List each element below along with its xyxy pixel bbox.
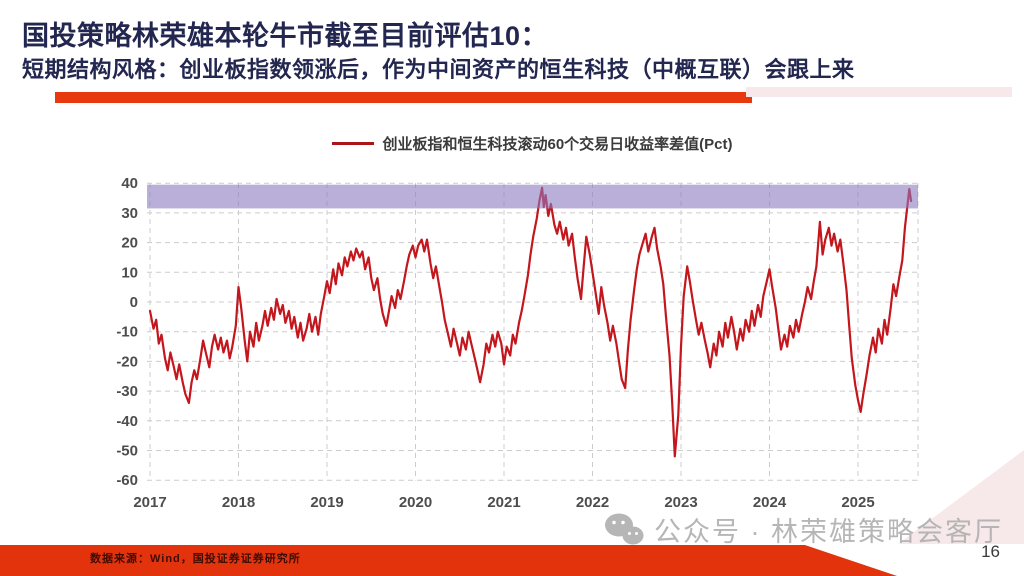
- x-tick-label: 2020: [399, 494, 432, 511]
- x-tick-label: 2017: [133, 494, 166, 511]
- y-tick-label: -20: [116, 353, 138, 370]
- series-line: [148, 186, 913, 458]
- data-source-note: 数据来源：Wind，国投证券证券研究所: [90, 553, 301, 565]
- watermark: 公众号 · 林荣雄策略会客厅: [604, 510, 1003, 549]
- y-tick-label: -60: [116, 472, 138, 489]
- y-tick-label: 30: [121, 205, 138, 222]
- page-title: 国投策略林荣雄本轮牛市截至目前评估10：: [22, 21, 549, 51]
- y-tick-label: 40: [121, 175, 138, 192]
- y-tick-label: 0: [130, 294, 138, 311]
- title-underline-bar: [55, 92, 752, 103]
- y-tick-label: 20: [121, 235, 138, 252]
- x-tick-label: 2018: [222, 494, 255, 511]
- y-tick-label: -30: [116, 383, 138, 400]
- y-tick-label: 10: [121, 264, 138, 281]
- x-tick-label: 2025: [841, 494, 874, 511]
- y-tick-label: -10: [116, 324, 138, 341]
- x-tick-label: 2022: [576, 494, 609, 511]
- watermark-text: 公众号 · 林荣雄策略会客厅: [654, 517, 1003, 547]
- footer-red-band: [0, 545, 898, 576]
- page-subtitle: 短期结构风格：创业板指数领涨后，作为中间资产的恒生科技（中概互联）会跟上来: [22, 57, 855, 82]
- decor-pink-stripe: [746, 87, 1012, 97]
- page-number: 16: [981, 542, 1000, 561]
- wechat-icon: [605, 513, 644, 544]
- x-tick-label: 2024: [753, 494, 787, 511]
- x-tick-label: 2021: [487, 494, 520, 511]
- highlight-band: [147, 184, 918, 209]
- y-tick-label: -50: [116, 443, 138, 460]
- x-tick-label: 2019: [310, 494, 343, 511]
- x-tick-label: 2023: [664, 494, 697, 511]
- chart-legend: 创业板指和恒生科技滚动60个交易日收益率差值(Pct): [147, 133, 918, 154]
- y-tick-label: -40: [116, 413, 138, 430]
- legend-line-swatch: [332, 142, 375, 145]
- legend-label: 创业板指和恒生科技滚动60个交易日收益率差值(Pct): [382, 136, 733, 153]
